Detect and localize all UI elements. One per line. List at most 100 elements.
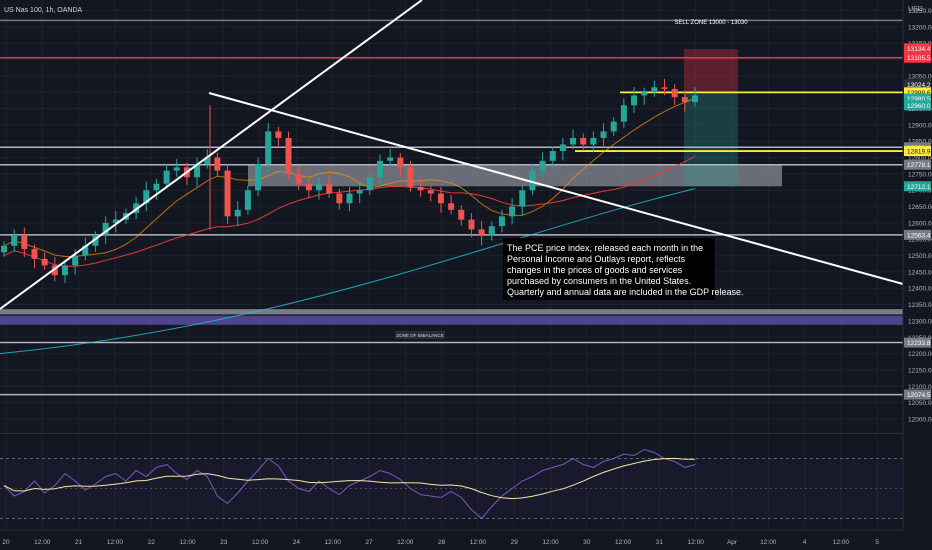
price-tag-bg <box>904 100 931 111</box>
candles <box>1 78 698 284</box>
price-tag-label: 12778.1 <box>907 162 931 169</box>
candle-body <box>448 203 455 210</box>
price-tick-label: 12400.00 <box>908 286 932 293</box>
candle-body <box>549 151 556 161</box>
sell-zone-label: SELL ZONE 13000 - 13030 <box>674 20 748 26</box>
time-tick-label: 12:00 <box>252 539 269 546</box>
price-axis[interactable]: 12000.00 12050.00 12100.00 12150.00 12200.00… <box>902 0 932 550</box>
candle-body <box>255 164 262 191</box>
time-tick-label: 12:00 <box>615 539 632 546</box>
candle-body <box>51 265 58 276</box>
time-tick-label: 12:00 <box>34 539 51 546</box>
candle-body <box>153 183 160 191</box>
time-tick-label: 30 <box>583 539 591 546</box>
imbalance-band-upper <box>0 309 903 315</box>
time-tick-label: 4 <box>803 539 807 546</box>
price-tag-label: 12233.8 <box>907 340 931 347</box>
price-tick-label: 12800.00 <box>908 155 932 162</box>
horizontal-levels[interactable] <box>0 19 903 396</box>
time-tick-label: 23 <box>220 539 228 546</box>
rsi-line <box>3 448 696 520</box>
currency-label: USD <box>908 6 923 13</box>
candle-body <box>143 190 150 204</box>
pce-note-line-5: Quarterly and annual data are included i… <box>507 287 743 297</box>
price-tag-label: 12712.1 <box>907 184 931 191</box>
price-tick-label: 12050.00 <box>908 400 932 407</box>
candle-body <box>194 164 201 178</box>
candle-body <box>295 173 302 184</box>
price-tag-bg <box>904 389 931 400</box>
candle-body <box>458 209 465 220</box>
pce-note-line-3: changes in the prices of goods and servi… <box>507 265 683 275</box>
candle-body <box>488 226 495 236</box>
candle-body <box>11 235 18 246</box>
pce-note-line-2: Personal Income and Outlays report, refl… <box>507 254 686 264</box>
candle-body <box>519 190 526 207</box>
candle-body <box>407 167 414 187</box>
time-tick-label: 31 <box>656 539 664 546</box>
price-tick-label: 12550.00 <box>908 237 932 244</box>
time-tick-label: 21 <box>75 539 83 546</box>
time-axis-bg <box>0 530 932 550</box>
price-tick-label: 12100.00 <box>908 384 932 391</box>
pce-note-line-1: The PCE price index, released each month… <box>507 243 703 253</box>
falling-trendline <box>208 92 904 285</box>
candle-body <box>509 206 516 217</box>
candle-body <box>173 167 180 171</box>
price-tick-label: 13250.00 <box>908 8 932 15</box>
time-tick-label: 12:00 <box>179 539 196 546</box>
price-tick-label: 12200.00 <box>908 351 932 358</box>
candle-body <box>234 209 241 217</box>
candle-body <box>31 249 38 259</box>
candle-body <box>214 157 221 171</box>
candle-body <box>244 190 251 210</box>
time-tick-label: 27 <box>365 539 373 546</box>
rsi-ma-line <box>3 457 695 500</box>
candle-body <box>376 160 383 178</box>
time-tick-label: Apr <box>727 539 738 546</box>
candle-body <box>265 131 272 165</box>
sell-zone-risk <box>684 49 738 93</box>
time-tick-label: 22 <box>148 539 156 546</box>
candle-body <box>570 137 577 145</box>
time-tick-label: 12:00 <box>470 539 487 546</box>
time-tick-label: 12:00 <box>833 539 850 546</box>
symbol-label: US Nas 100, 1h, OANDA <box>4 7 83 14</box>
candle-body <box>539 160 546 171</box>
candle-body <box>21 235 28 250</box>
time-tick-label: 12:00 <box>760 539 777 546</box>
price-tag-label: 13105.5 <box>907 55 931 62</box>
candle-body <box>620 105 627 122</box>
rsi-panel: 80.0060.0040.00 <box>0 433 925 520</box>
price-tick-label: 12650.00 <box>908 204 932 211</box>
candle-body <box>671 88 678 98</box>
price-tick-label: 13050.00 <box>908 73 932 80</box>
price-tag-label: 13024.2 <box>907 82 931 89</box>
time-tick-label: 12:00 <box>542 539 559 546</box>
price-tick-label: 13200.00 <box>908 24 932 31</box>
price-tick-label: 12850.00 <box>908 139 932 146</box>
sell-zone-reward <box>684 92 738 187</box>
time-axis[interactable]: 20 12:00 21 12:00 22 12:00 23 12:00 24 12:00 27 12:… <box>0 529 932 550</box>
candle-body <box>590 137 597 145</box>
price-tag-bg <box>904 87 931 98</box>
candle-body <box>326 183 333 194</box>
candle-body <box>661 87 668 89</box>
price-tag-label: 12960.0 <box>907 103 931 110</box>
price-tick-label: 12450.00 <box>908 269 932 276</box>
candle-body <box>112 219 119 223</box>
candle-body <box>82 245 89 256</box>
price-tag-bg <box>904 181 931 192</box>
ma-slow <box>0 188 696 355</box>
price-tag-bg <box>904 79 931 90</box>
price-tick-label: 12900.00 <box>908 122 932 129</box>
candle-body <box>92 235 99 246</box>
candle-body <box>336 193 343 204</box>
price-tick-label: 12500.00 <box>908 253 932 260</box>
price-tag-label: 12563.4 <box>907 232 931 239</box>
price-tick-label: 12300.00 <box>908 318 932 325</box>
trendlines[interactable] <box>0 0 904 310</box>
candle-body <box>41 258 48 266</box>
price-tag-label: 12819.9 <box>907 149 931 156</box>
